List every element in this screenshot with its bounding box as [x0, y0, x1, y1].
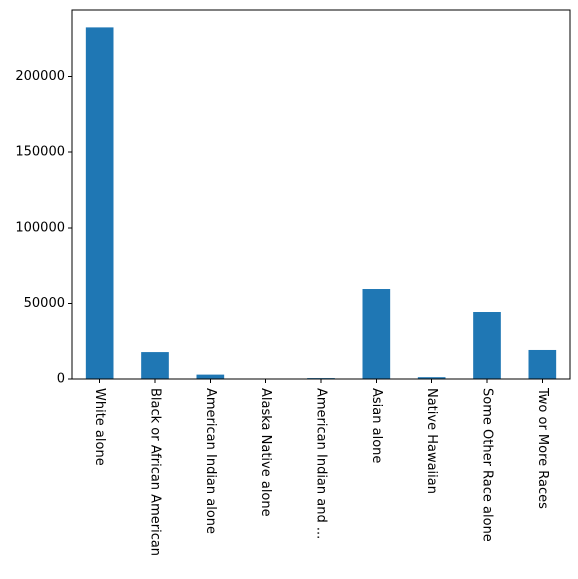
x-tick-label: Native Hawaiian [424, 388, 439, 494]
bar-american-indian-alone [196, 374, 225, 379]
bar-two-or-more-races [528, 349, 557, 379]
y-tick-label: 150000 [15, 145, 65, 160]
x-tick-label: American Indian alone [203, 388, 218, 534]
plot-frame [71, 9, 571, 380]
x-tick-label: Two or More Races [535, 387, 550, 509]
x-axis: White alone Black or African American Amer… [92, 379, 550, 556]
bars-group [85, 27, 557, 380]
bar-black-or-african-american [141, 352, 169, 379]
y-tick-label: 50000 [24, 296, 65, 311]
y-tick-label: 100000 [15, 220, 65, 235]
x-tick-label: Black or African American [148, 388, 163, 556]
bar-asian-alone [362, 289, 391, 379]
y-axis: 0 50000 100000 150000 200000 [15, 69, 72, 387]
x-tick-label: Some Other Race alone [480, 388, 495, 542]
y-tick-label: 200000 [15, 69, 65, 84]
x-tick-label: American Indian and ... [314, 388, 329, 539]
bar-native-hawaiian [417, 377, 446, 379]
x-tick-label: Asian alone [369, 388, 384, 463]
bar-some-other-race-alone [473, 312, 501, 379]
y-tick-label: 0 [57, 372, 65, 387]
bar-white-alone [85, 27, 114, 380]
x-tick-label: Alaska Native alone [258, 388, 273, 517]
x-tick-label: White alone [92, 388, 107, 466]
